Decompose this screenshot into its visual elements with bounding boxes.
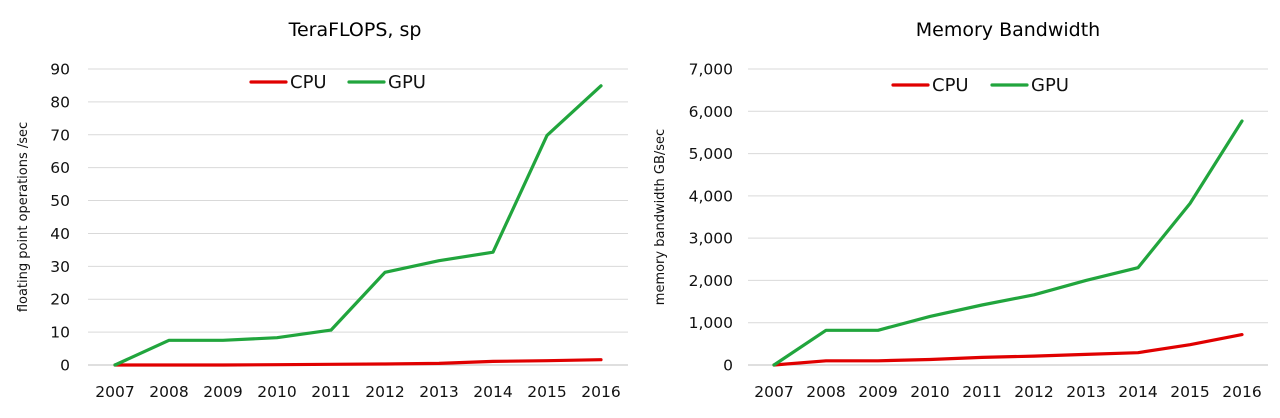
- bandwidth-y-tick-label: 7,000: [689, 61, 733, 79]
- bandwidth-x-tick-label: 2014: [1118, 383, 1157, 401]
- teraflops-x-tick-label: 2007: [95, 383, 134, 401]
- teraflops-y-tick-label: 70: [50, 126, 70, 144]
- bandwidth-y-tick-label: 0: [723, 357, 733, 375]
- teraflops-y-tick-label: 40: [50, 225, 70, 243]
- teraflops-x-tick-label: 2009: [203, 383, 242, 401]
- bandwidth-x-tick-label: 2008: [806, 383, 845, 401]
- teraflops-y-tick-label: 80: [50, 93, 70, 111]
- bandwidth-legend-gpu-label: GPU: [1031, 75, 1069, 96]
- teraflops-x-tick-label: 2013: [419, 383, 458, 401]
- bandwidth-y-tick-label: 6,000: [689, 103, 733, 121]
- teraflops-y-tick-label: 0: [60, 357, 70, 375]
- teraflops-y-tick-label: 90: [50, 61, 70, 79]
- bandwidth-y-tick-label: 2,000: [689, 272, 733, 290]
- bandwidth-x-tick-label: 2016: [1222, 383, 1261, 401]
- bandwidth-x-tick-label: 2015: [1170, 383, 1209, 401]
- bandwidth-y-tick-label: 3,000: [689, 230, 733, 248]
- bandwidth-legend-cpu-label: CPU: [932, 75, 969, 96]
- teraflops-y-tick-label: 60: [50, 159, 70, 177]
- bandwidth-x-tick-label: 2013: [1066, 383, 1105, 401]
- teraflops-x-tick-label: 2016: [581, 383, 620, 401]
- bandwidth-x-tick-label: 2009: [858, 383, 897, 401]
- bandwidth-y-tick-label: 5,000: [689, 145, 733, 163]
- bandwidth-series-gpu-line: [772, 119, 1244, 367]
- teraflops-y-tick-label: 20: [50, 291, 70, 309]
- teraflops-x-tick-label: 2011: [311, 383, 350, 401]
- teraflops-series-cpu-line: [113, 358, 603, 367]
- bandwidth-y-tick-label: 1,000: [689, 314, 733, 332]
- teraflops-legend-cpu-label: CPU: [290, 72, 327, 93]
- teraflops-x-tick-label: 2008: [149, 383, 188, 401]
- teraflops-y-axis-label: floating point operations /sec: [16, 122, 31, 312]
- bandwidth-x-tick-label: 2007: [754, 383, 793, 401]
- bandwidth-series-cpu-line: [772, 333, 1244, 367]
- teraflops-x-tick-label: 2014: [473, 383, 512, 401]
- teraflops-x-tick-label: 2015: [527, 383, 566, 401]
- teraflops-y-tick-label: 50: [50, 192, 70, 210]
- teraflops-y-tick-label: 10: [50, 324, 70, 342]
- bandwidth-chart-title: Memory Bandwidth: [916, 19, 1100, 41]
- bandwidth-x-tick-label: 2010: [910, 383, 949, 401]
- bandwidth-y-tick-label: 4,000: [689, 187, 733, 205]
- teraflops-chart-title: TeraFLOPS, sp: [288, 19, 422, 41]
- teraflops-x-tick-label: 2010: [257, 383, 296, 401]
- teraflops-series-gpu-line: [113, 84, 603, 367]
- bandwidth-x-tick-label: 2011: [962, 383, 1001, 401]
- teraflops-legend-gpu-label: GPU: [388, 72, 426, 93]
- bandwidth-y-axis-label: memory bandwidth GB/sec: [653, 129, 668, 305]
- teraflops-x-tick-label: 2012: [365, 383, 404, 401]
- teraflops-y-tick-label: 30: [50, 258, 70, 276]
- bandwidth-x-tick-label: 2012: [1014, 383, 1053, 401]
